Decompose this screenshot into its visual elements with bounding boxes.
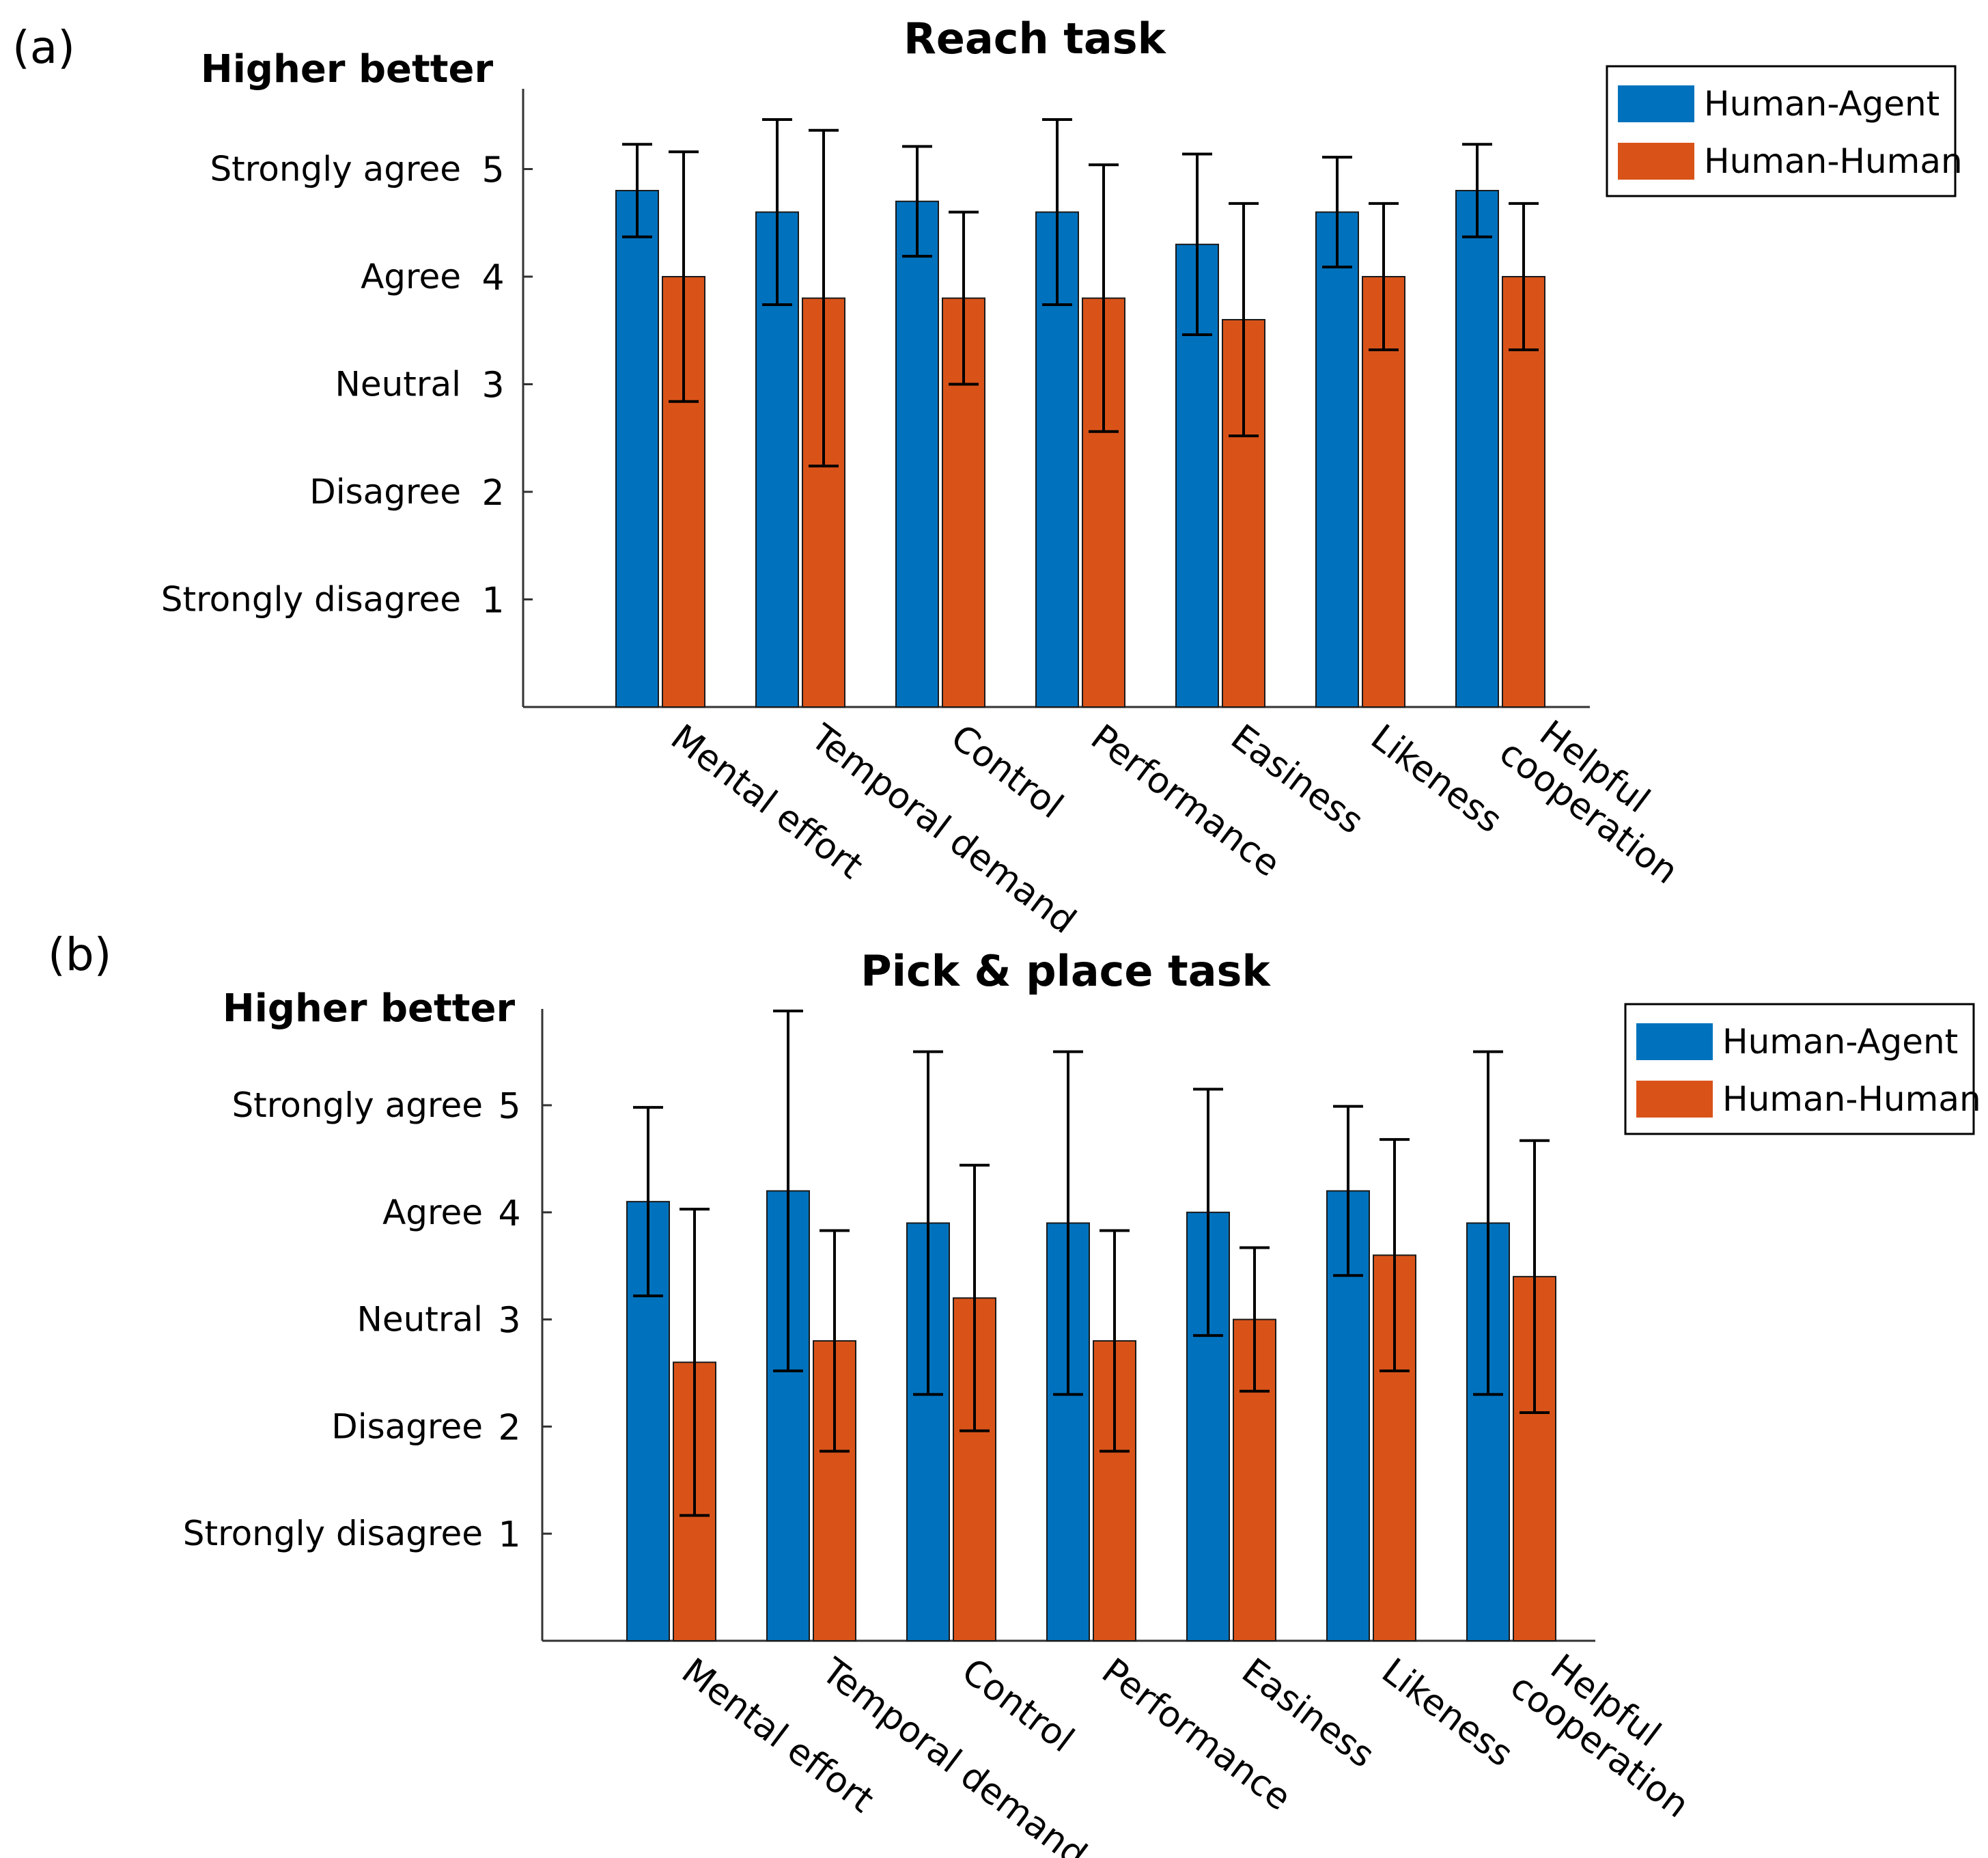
higher-better-label: Higher better [223,986,516,1031]
legend: Human-Agent Human-Human [1606,65,1963,197]
chart-panel-a: (a) Reach task Higher better 1 Strongly disa… [12,14,1963,942]
y-likert-label: Strongly agree [232,1085,483,1125]
y-tick-label: 1 [481,581,504,622]
y-likert-label: Strongly agree [210,150,461,189]
x-category-label: Helpfulcooperation [1502,1634,1720,1826]
x-category-label: Control [954,1650,1081,1760]
y-tick-label: 4 [498,1193,520,1234]
legend-label: Human-Human [1722,1079,1981,1119]
y-likert-label: Disagree [331,1406,483,1446]
legend-swatch [1618,85,1694,122]
y-likert-label: Agree [361,257,461,296]
legend-label: Human-Human [1704,141,1963,181]
y-likert-label: Strongly disagree [161,580,461,620]
y-tick-label: 5 [481,150,504,191]
legend: Human-Agent Human-Human [1624,1003,1981,1135]
panel-label: (a) [12,21,75,74]
y-likert-label: Neutral [356,1300,483,1340]
y-tick-label: 5 [498,1086,520,1127]
y-tick-label: 3 [481,365,504,406]
legend-swatch [1636,1081,1713,1118]
y-likert-label: Strongly disagree [183,1514,483,1553]
chart-title: Pick & place task [860,946,1271,996]
x-category-label: Likeness [1374,1650,1520,1775]
x-category-label: Control [943,717,1070,827]
chart-panel-b: (b) Pick & place task Higher better 1 Strong… [48,928,1981,1858]
y-tick-label: 2 [481,473,504,514]
chart-title: Reach task [904,14,1166,64]
legend-label: Human-Agent [1722,1022,1958,1062]
y-tick-label: 3 [498,1301,520,1342]
panel-label: (b) [48,928,111,981]
y-likert-label: Neutral [335,365,461,404]
legend-label: Human-Agent [1704,84,1940,124]
bar-human-human [813,1340,856,1641]
bar-human-human [1233,1318,1276,1641]
bar-human-agent [615,190,659,708]
x-category-label: Helpfulcooperation [1492,700,1709,892]
y-likert-label: Agree [382,1193,483,1232]
bar-human-agent [1466,1222,1510,1641]
y-likert-label: Disagree [309,472,461,512]
y-tick-label: 4 [481,258,504,299]
x-category-label: Likeness [1363,717,1509,841]
higher-better-label: Higher better [201,47,494,92]
bar-human-agent [1315,211,1359,708]
bar-human-agent [895,200,939,708]
x-category-label: Temporal demand [802,717,1083,942]
y-tick-label: 1 [498,1514,520,1555]
legend-swatch [1636,1023,1713,1060]
bar-human-agent [1455,190,1499,708]
y-tick-label: 2 [498,1407,520,1448]
legend-swatch [1618,143,1694,180]
